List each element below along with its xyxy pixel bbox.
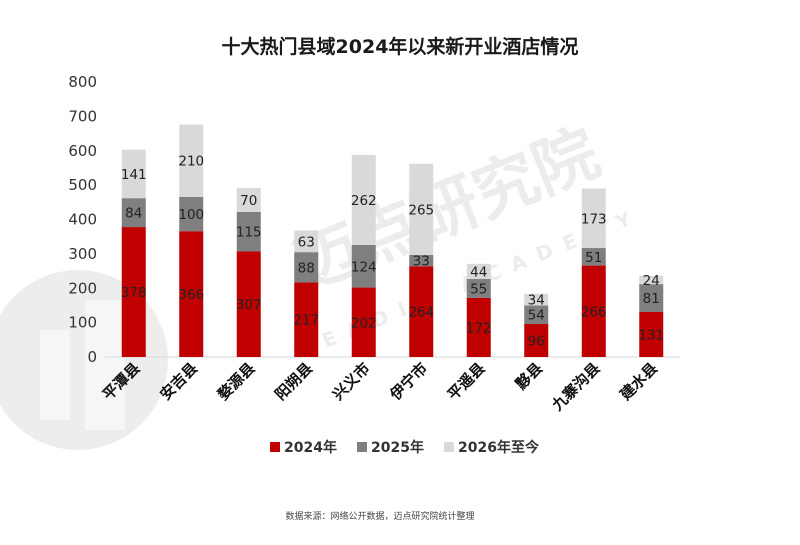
x-tick-label: 伊宁市 xyxy=(386,359,431,404)
data-label: 34 xyxy=(528,293,545,309)
y-tick-label: 500 xyxy=(68,176,97,194)
bar-segment xyxy=(466,297,491,357)
y-tick-label: 300 xyxy=(68,245,97,263)
x-tick-label: 黟县 xyxy=(512,359,546,393)
data-label: 115 xyxy=(236,225,262,241)
data-label: 84 xyxy=(125,206,142,222)
data-label: 262 xyxy=(351,193,377,209)
x-tick-label: 建水县 xyxy=(617,359,662,404)
x-axis: 平潭县 安吉县 婺源县 阳朔县 兴义市 伊宁市 平遥县 黟县 九寨沟县 建水县 xyxy=(99,359,661,415)
bar-segment xyxy=(294,230,319,253)
bar-segment xyxy=(351,244,376,288)
bar-segment xyxy=(294,252,319,283)
y-tick-label: 200 xyxy=(68,279,97,297)
y-axis: 0 100 200 300 400 500 600 700 800 xyxy=(68,73,97,366)
bar-segment xyxy=(409,266,434,357)
legend-swatch xyxy=(270,442,280,452)
bar-segment xyxy=(639,284,664,312)
bar-segment xyxy=(409,254,434,267)
data-label: 54 xyxy=(528,308,545,324)
bar-segment xyxy=(581,188,606,249)
data-label: 70 xyxy=(240,193,257,209)
bar-segment xyxy=(524,293,549,306)
data-label: 131 xyxy=(638,327,664,343)
bar-segment xyxy=(639,311,664,357)
data-label: 96 xyxy=(528,334,545,350)
bar-segment xyxy=(121,227,146,357)
bar-segment xyxy=(524,305,549,324)
bar-segment xyxy=(179,124,204,197)
data-label: 44 xyxy=(470,264,487,280)
bar-segment xyxy=(466,263,491,279)
y-tick-label: 600 xyxy=(68,142,97,160)
data-label: 378 xyxy=(121,285,147,301)
data-label: 172 xyxy=(466,320,492,336)
legend-label: 2025年 xyxy=(371,439,424,456)
data-label: 100 xyxy=(178,207,204,223)
bar-segment xyxy=(121,149,146,199)
bar-segment xyxy=(236,187,261,212)
x-tick-label: 婺源县 xyxy=(213,359,258,404)
legend-label: 2026年至今 xyxy=(458,439,539,456)
data-label: 24 xyxy=(643,273,660,289)
data-label: 173 xyxy=(581,211,607,227)
data-label: 33 xyxy=(413,254,430,270)
source-note: 数据来源：网络公开数据，迈点研究院统计整理 xyxy=(285,510,474,522)
data-label: 217 xyxy=(293,313,319,329)
data-label: 366 xyxy=(178,287,204,303)
data-label: 307 xyxy=(236,297,262,313)
bar-segment xyxy=(351,154,376,245)
legend-swatch xyxy=(357,442,367,452)
x-tick-label: 平遥县 xyxy=(444,359,489,404)
data-label: 264 xyxy=(408,305,434,321)
y-tick-label: 700 xyxy=(68,107,97,125)
x-tick-label: 九寨沟县 xyxy=(548,359,604,415)
bar-segment xyxy=(581,265,606,357)
x-tick-label: 兴义市 xyxy=(329,359,374,404)
data-label: 63 xyxy=(298,234,315,250)
y-tick-label: 100 xyxy=(68,314,97,332)
bar-segment xyxy=(466,278,491,298)
y-tick-label: 0 xyxy=(87,348,97,366)
bar-segment xyxy=(524,324,549,357)
bar-segment xyxy=(236,211,261,252)
y-tick-label: 400 xyxy=(68,211,97,229)
bar-segment xyxy=(179,196,204,232)
legend-label: 2024年 xyxy=(284,439,337,456)
data-label: 81 xyxy=(643,291,660,307)
data-label: 88 xyxy=(298,260,315,276)
data-label: 265 xyxy=(408,202,434,218)
data-label: 141 xyxy=(121,167,147,183)
chart-title: 十大热门县域2024年以来新开业酒店情况 xyxy=(222,35,579,58)
bar-segment xyxy=(179,231,204,357)
y-tick-label: 800 xyxy=(68,73,97,91)
bar-segment xyxy=(639,275,664,285)
bar-segment xyxy=(294,282,319,357)
data-label: 124 xyxy=(351,259,377,275)
bar-segment xyxy=(409,163,434,255)
data-label: 266 xyxy=(581,304,607,320)
bar-segment xyxy=(121,198,146,228)
data-label: 55 xyxy=(470,281,487,297)
data-label: 210 xyxy=(178,154,204,170)
data-label: 202 xyxy=(351,315,377,331)
watermark-text: 迈点研究院 xyxy=(285,116,609,304)
legend: 2024年 2025年 2026年至今 xyxy=(270,439,539,456)
bar-segment xyxy=(236,251,261,357)
legend-swatch xyxy=(444,442,454,452)
x-tick-label: 阳朔县 xyxy=(272,359,317,404)
bar-segment xyxy=(351,287,376,357)
data-label: 51 xyxy=(585,250,602,266)
bars: 378 84 141 366 100 210 307 115 70 217 88 63 202 124 26… xyxy=(121,124,664,357)
bar-segment xyxy=(581,248,606,266)
